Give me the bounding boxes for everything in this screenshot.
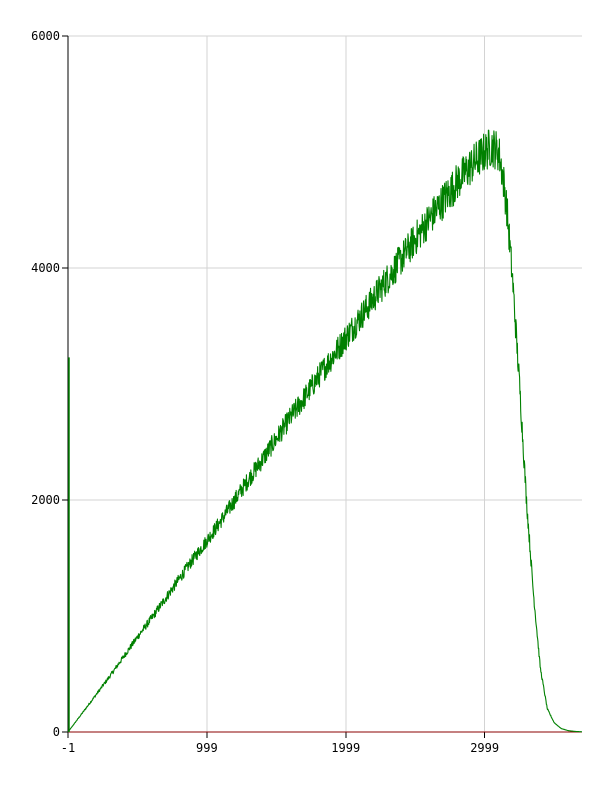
x-tick-label: -1 <box>61 741 75 755</box>
y-tick-label: 6000 <box>31 29 60 43</box>
tick-labels: 0 2000 4000 6000 -1 999 1999 2999 <box>31 29 499 755</box>
x-tick-label: 999 <box>196 741 218 755</box>
x-tick-label: 1999 <box>331 741 360 755</box>
series-line-0 <box>67 129 583 733</box>
x-tick-label: 2999 <box>470 741 499 755</box>
series-lines <box>67 129 583 733</box>
y-tick-label: 0 <box>53 725 60 739</box>
y-tick-label: 4000 <box>31 261 60 275</box>
y-tick-label: 2000 <box>31 493 60 507</box>
